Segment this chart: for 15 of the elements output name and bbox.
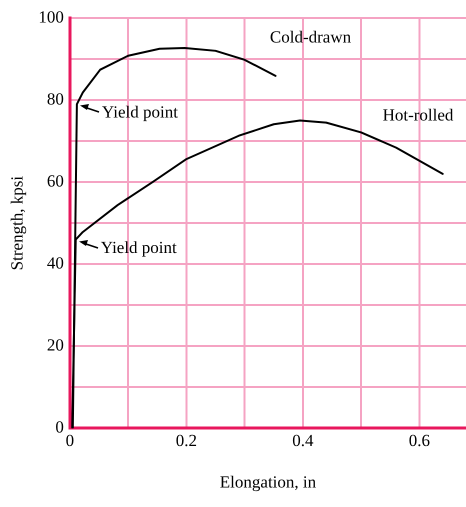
series-label: Hot-rolled	[382, 105, 454, 124]
x-tick-label: 0.2	[176, 430, 198, 450]
y-tick-label: 0	[55, 418, 64, 437]
y-axis-title: Strength, kpsi	[8, 176, 27, 270]
x-tick-label: 0.6	[408, 430, 430, 450]
annotation: Yield point	[102, 102, 178, 122]
x-axis-title: Elongation, in	[220, 472, 317, 492]
y-tick-label: 80	[46, 90, 64, 109]
y-tick-label: 60	[46, 172, 64, 191]
y-tick-label: 100	[38, 7, 64, 26]
series-label: Cold-drawn	[270, 27, 352, 46]
y-tick-label: 40	[46, 254, 64, 273]
y-tick-label: 20	[46, 336, 64, 355]
annotation: Yield point	[100, 238, 178, 257]
x-tick-label: 0.4	[292, 430, 314, 450]
